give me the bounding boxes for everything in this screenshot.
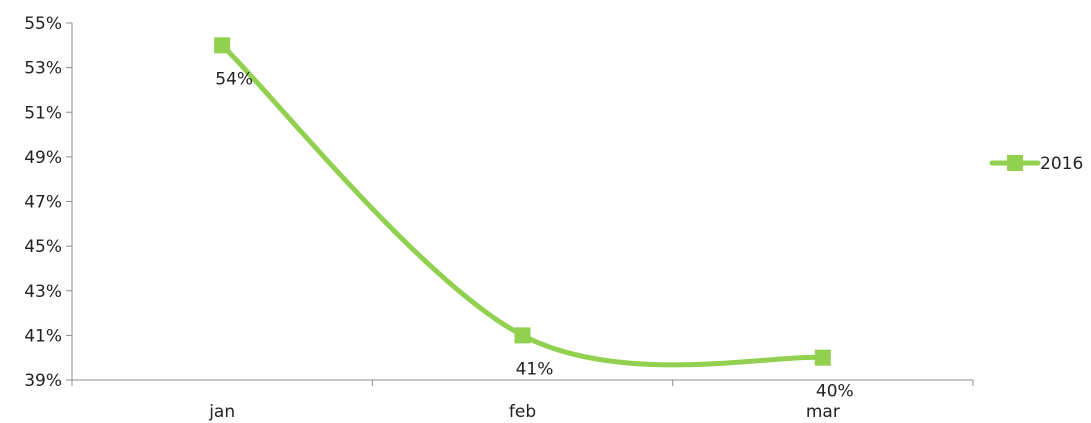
data-label: 54%: [215, 69, 253, 89]
legend: 2016: [989, 154, 1083, 174]
y-tick-label: 53%: [24, 59, 62, 79]
data-labels: 54% 41% 40%: [215, 69, 853, 401]
y-tick-label: 47%: [24, 193, 62, 213]
x-tick-label: mar: [806, 402, 840, 422]
x-axis-ticks: jan feb mar: [71, 380, 974, 422]
axes: [71, 23, 973, 381]
y-tick-label: 41%: [24, 326, 62, 346]
y-tick-label: 49%: [24, 148, 62, 168]
y-tick-label: 55%: [24, 14, 62, 34]
data-label: 41%: [516, 359, 554, 379]
y-tick-label: 51%: [24, 103, 62, 123]
y-tick-label: 39%: [24, 371, 62, 391]
legend-marker: [1007, 155, 1023, 171]
y-tick-label: 45%: [24, 237, 62, 257]
data-point-marker: [514, 327, 531, 344]
data-label: 40%: [816, 382, 854, 402]
y-axis-ticks: 39% 41% 43% 45% 47% 49% 51% 53% 55%: [24, 14, 72, 391]
data-point-marker: [814, 349, 831, 366]
x-tick-label: feb: [509, 402, 536, 422]
series-group: [214, 37, 831, 368]
x-tick-label: jan: [208, 402, 235, 422]
data-point-marker: [214, 37, 231, 54]
legend-label: 2016: [1040, 154, 1083, 174]
y-tick-label: 43%: [24, 282, 62, 302]
series-line-2016: [219, 42, 826, 368]
